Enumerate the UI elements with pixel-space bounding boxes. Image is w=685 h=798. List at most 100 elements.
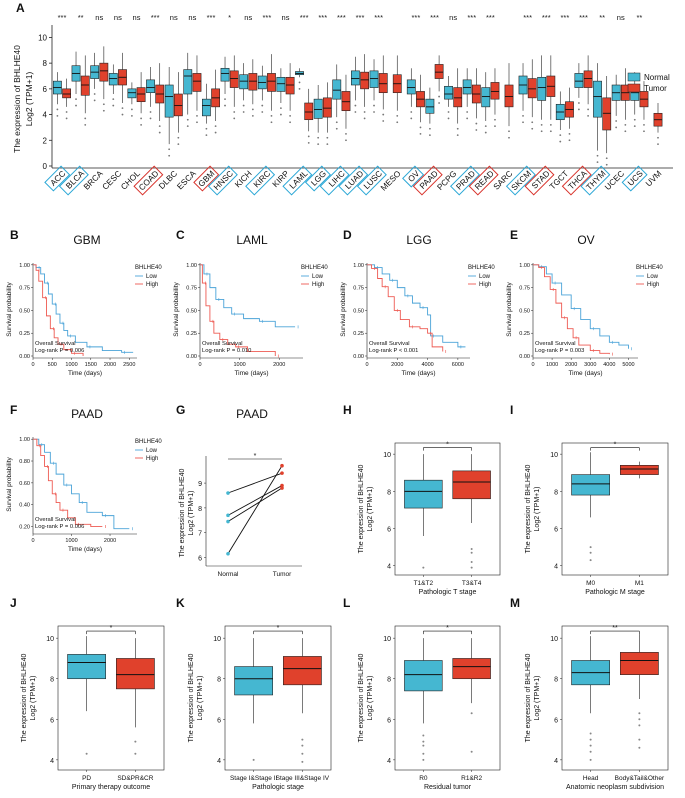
box-tumor-thca-box [583, 70, 593, 88]
box-panel-ytick-label: 6 [554, 527, 558, 534]
box-panel-frame [394, 625, 501, 771]
km-os-label: Overall Survival [35, 341, 76, 347]
box-outlier [422, 740, 425, 743]
box-outlier [301, 752, 304, 755]
box-panel-ytick-label: 4 [554, 564, 558, 571]
box-panel-frame [224, 625, 332, 771]
box-panel-frame [57, 625, 165, 771]
box-outlier [589, 758, 592, 761]
box-outlier [470, 560, 473, 563]
box-normal-skcm-outlier [522, 114, 524, 117]
box-tumor-ucs-outlier [643, 130, 645, 133]
box-normal-luad-box [350, 70, 360, 86]
km-xtick-label: 1000 [546, 362, 558, 368]
box-body-Stage I&Stage II [234, 666, 273, 696]
km-ytick-label: 0.75 [353, 286, 364, 292]
legend-normal-swatch [627, 72, 641, 82]
box-tumor-gbm-outlier [214, 125, 217, 128]
box-normal-paad-outlier [429, 127, 431, 130]
box-outlier [470, 712, 473, 715]
box-normal-skcm-outlier [522, 121, 524, 124]
panel-letter-c: C [176, 228, 185, 242]
box-normal-acc-outlier [56, 114, 59, 117]
box-panel-xtitle: Residual tumor [424, 784, 472, 791]
box-tumor-paad-outlier [438, 102, 440, 104]
box-group-label: R1&R2 [461, 775, 482, 782]
panel-g-point-normal [226, 519, 230, 524]
box-group-label: M0 [586, 580, 595, 587]
box-tumor-coad-outlier [158, 131, 161, 134]
km-xtick-label: 1000 [65, 362, 77, 368]
box-panel-ylabel: The expression of BHLHE40 [525, 654, 532, 743]
box-panel-ytick-label: 4 [387, 564, 391, 571]
km-ytick-label: 1.00 [19, 263, 30, 269]
box-normal-read-box [481, 87, 491, 108]
km-legend-low: Low [146, 448, 158, 454]
box-normal-gbm-outlier [205, 127, 208, 130]
km-ytick-label: 1.00 [19, 437, 30, 443]
panel-g-point-tumor [280, 471, 284, 475]
km-ytick-label: 0.25 [353, 331, 364, 337]
box-panel-ytick-label: 10 [550, 452, 558, 459]
box-normal-prad-outlier [466, 111, 469, 113]
box-normal-dlbc-outlier [168, 148, 171, 151]
box-panel-ytick-label: 6 [554, 717, 558, 724]
box-panel-ylabel-unit: Log2 (TPM+1) [367, 676, 374, 721]
box-tumor-stad-outlier [549, 130, 552, 133]
box-panel-frame [561, 442, 669, 576]
legend-tumor-label: Tumor [644, 84, 667, 93]
box-panel-ytick-label: 10 [46, 636, 54, 643]
km-xtick-label: 2000 [565, 362, 577, 368]
box-normal-ucec-outlier [615, 120, 618, 122]
box-tumor-meso-outlier [396, 114, 399, 117]
box-normal-kirc-outlier [261, 111, 264, 113]
box-tumor-pcpg-box [453, 87, 463, 108]
significance-label: ns [244, 13, 252, 22]
box-body-T3&T4 [452, 470, 491, 500]
box-normal-brca-outlier [93, 93, 96, 95]
box-normal-tgct-outlier [559, 140, 562, 143]
km-os-label: Overall Survival [535, 341, 576, 347]
panel-letter-e: E [510, 228, 518, 242]
box-tumor-read-outlier [494, 125, 496, 128]
significance-label: *** [356, 13, 365, 22]
cancer-label-ucec: UCEC [602, 168, 626, 192]
box-tumor-tgct-outlier [568, 139, 571, 142]
cancer-label-cesc: CESC [100, 168, 123, 191]
cancer-highlight-box [621, 165, 648, 192]
box-normal-coad-outlier [149, 117, 152, 120]
significance-label: ns [170, 13, 178, 22]
significance-label: *** [207, 13, 216, 22]
km-xtick-label: 0 [531, 362, 534, 368]
km-ytick-label: 0.40 [19, 503, 30, 509]
km-legend-low: Low [146, 274, 158, 280]
box-tumor-kirc-outlier [270, 121, 273, 124]
box-normal-lihc-box [332, 79, 342, 100]
box-outlier [252, 758, 255, 761]
box-normal-pcpg-box [444, 85, 453, 100]
km-ytick-label: 1.00 [186, 263, 197, 269]
km-pvalue: Log-rank P = 0.003 [535, 348, 584, 354]
km-ytick-label: 0.00 [353, 354, 364, 360]
km-pvalue: Log-rank P = 0.006 [35, 524, 84, 530]
box-panel-ytick-label: 10 [550, 636, 558, 643]
significance-label: ns [282, 13, 290, 22]
box-normal-prad-outlier [466, 117, 469, 120]
box-tumor-luad-box [360, 71, 369, 90]
cancer-highlight-box [207, 165, 238, 196]
box-tumor-kirc-outlier [270, 114, 273, 117]
cancer-label-pcpg: PCPG [435, 168, 459, 192]
box-normal-thca-outlier [578, 102, 580, 104]
box-outlier [638, 746, 641, 749]
km-ytick-label: 0.20 [19, 525, 30, 531]
box-body-M1 [619, 465, 659, 475]
km-ytick-label: 0.75 [519, 286, 530, 292]
box-tumor-luad-outlier [363, 111, 366, 113]
box-tumor-chol-outlier [140, 117, 143, 120]
km-ytick-label: 0.00 [186, 354, 197, 360]
km-ytick-label: 0.25 [186, 331, 197, 337]
box-tumor-dlbc-box [173, 93, 183, 117]
km-ylabel: Survival probability [340, 281, 347, 336]
box-tumor-ucec-outlier [624, 130, 627, 133]
box-normal-gbm-box [202, 98, 211, 117]
